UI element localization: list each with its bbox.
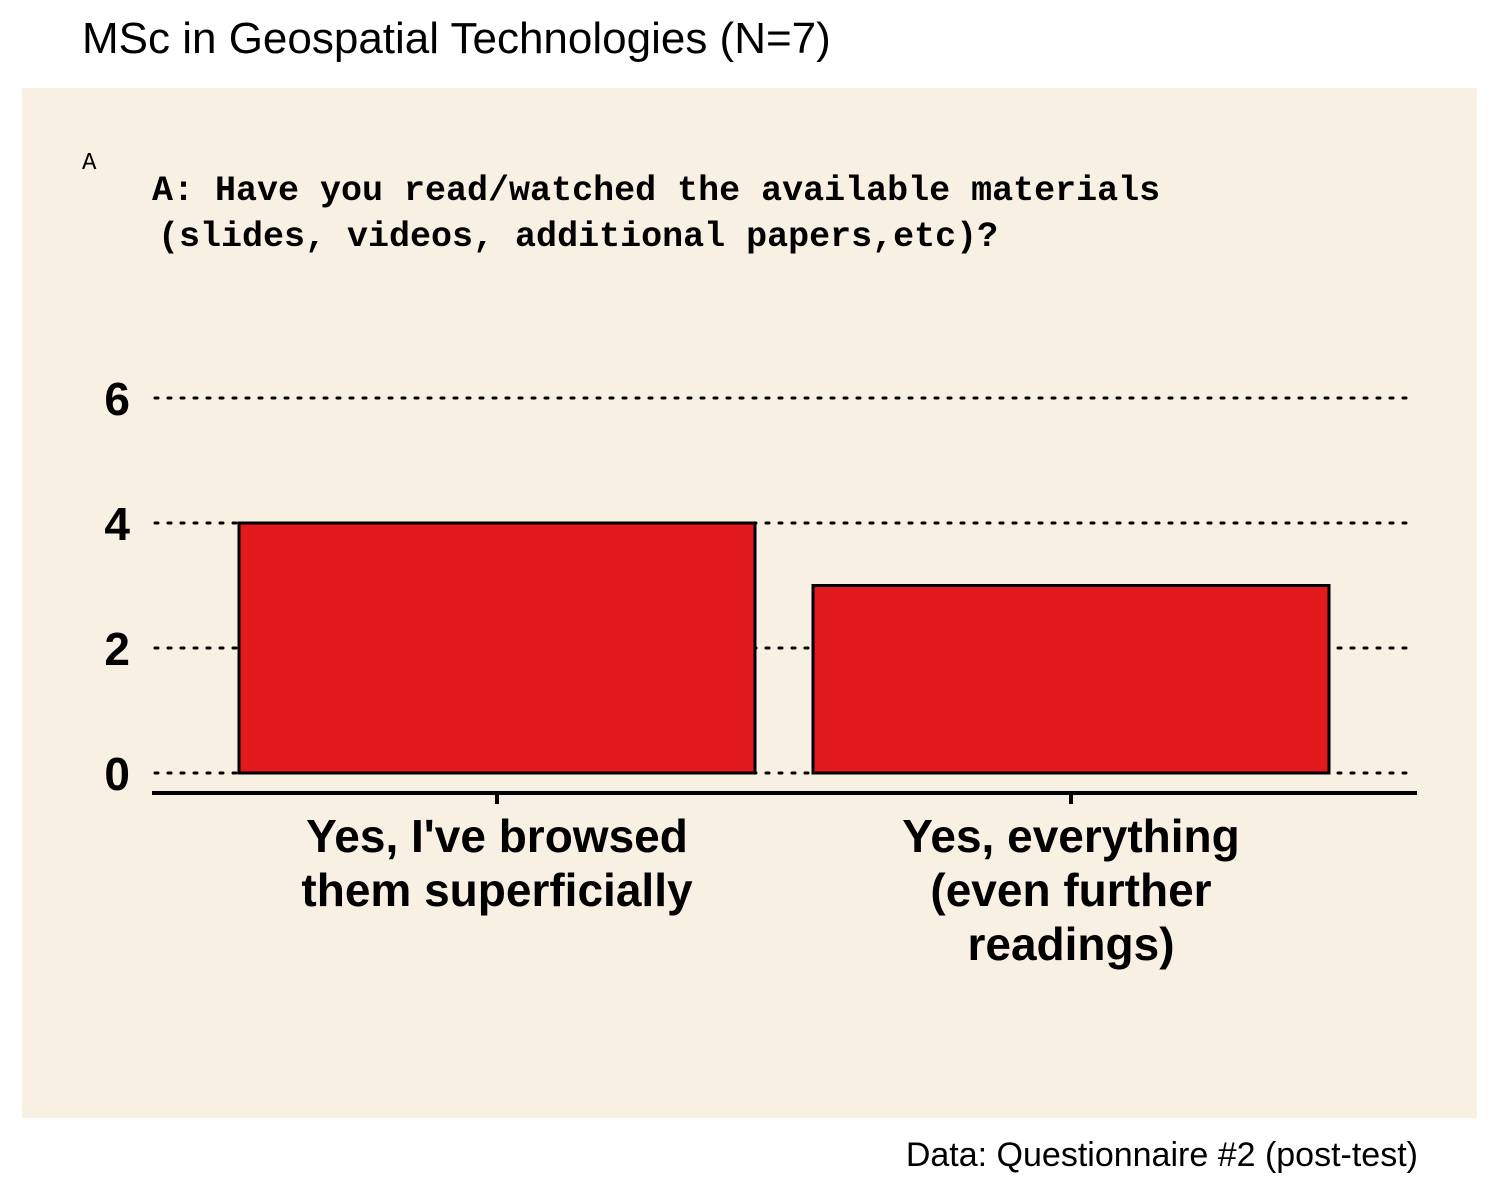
x-axis	[152, 791, 1417, 804]
bar-1	[237, 521, 757, 775]
y-tick-label-0: 0	[104, 748, 130, 800]
question-line-2: (slides, videos, additional papers,etc)?	[158, 217, 999, 257]
y-tick-labels: 0 2 4 6	[104, 373, 130, 800]
x-tick-labels: Yes, I've browsed them superficially Yes, …	[301, 810, 1239, 970]
bar-2	[811, 584, 1331, 775]
data-source-caption: Data: Questionnaire #2 (post-test)	[905, 1136, 1418, 1174]
panel-tag: A	[82, 150, 97, 177]
y-tick-label-4: 4	[104, 498, 130, 550]
x-tick-label-1: Yes, I've browsed them superficially	[301, 810, 693, 916]
y-tick-label-2: 2	[104, 623, 130, 675]
bars	[237, 521, 1331, 775]
y-tick-label-6: 6	[104, 373, 130, 425]
question-text: A: Have you read/watched the available m…	[152, 168, 1432, 260]
page-title: MSc in Geospatial Technologies (N=7)	[82, 14, 831, 63]
question-line-1: A: Have you read/watched the available m…	[152, 171, 1161, 211]
x-tick-label-2: Yes, everything (even further readings)	[902, 810, 1240, 970]
